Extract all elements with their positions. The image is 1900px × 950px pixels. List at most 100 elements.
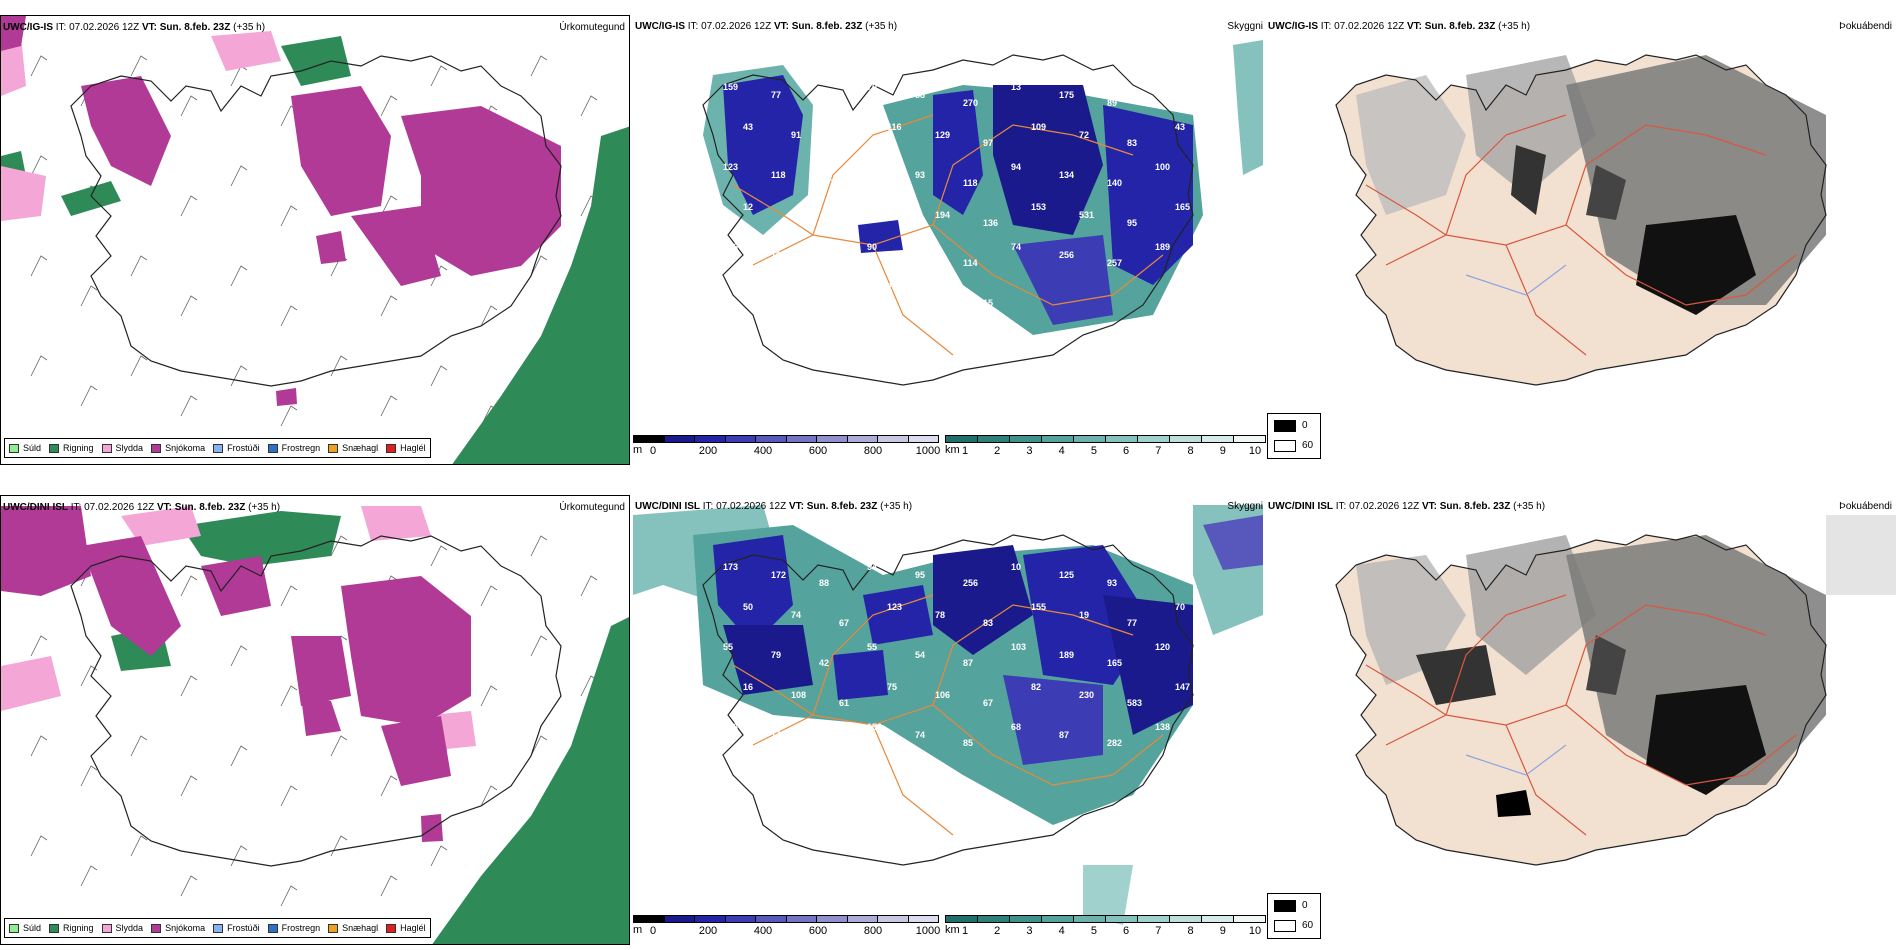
colorbar-tick: 800 bbox=[863, 925, 883, 937]
precip-legend: Súld Rigning Slydda Snjókoma Frostúði Frostre… bbox=[4, 438, 431, 458]
cloud-base-label: 100 bbox=[1155, 162, 1170, 172]
legend-swatch bbox=[213, 443, 224, 453]
legend-swatch bbox=[267, 923, 278, 933]
legend-swatch bbox=[151, 923, 162, 933]
cloud-base-label: 125 bbox=[1155, 562, 1170, 572]
colorbar-segment bbox=[1233, 435, 1266, 443]
fog-legend-swatch bbox=[1274, 920, 1296, 932]
colorbar-segment bbox=[945, 435, 978, 443]
colorbar-tick: 7 bbox=[1155, 925, 1162, 937]
colorbar-tick: 200 bbox=[698, 925, 718, 937]
colorbar-tick: 3 bbox=[1026, 445, 1033, 457]
cloud-base-label: 256 bbox=[963, 578, 978, 588]
cloud-base-label: 153 bbox=[1031, 202, 1046, 212]
colorbar-tick: 200 bbox=[698, 445, 718, 457]
colorbar-segment bbox=[1201, 435, 1234, 443]
colorbar-tick: 0 bbox=[649, 925, 657, 937]
colorbar-tick: 3 bbox=[1026, 925, 1033, 937]
colorbar-segment bbox=[877, 915, 909, 923]
cloud-base-label: 125 bbox=[1059, 570, 1074, 580]
legend-label: Súld bbox=[23, 443, 42, 453]
legend-label: Frostregn bbox=[281, 443, 321, 453]
precip-legend-item: Frostúði bbox=[213, 443, 260, 453]
colorbar-segment bbox=[633, 435, 665, 443]
cloud-base-label: 92 bbox=[839, 218, 849, 228]
colorbar-segment bbox=[1073, 435, 1106, 443]
colorbar-segment bbox=[755, 915, 787, 923]
colorbar-segment bbox=[945, 915, 978, 923]
colorbar-tick: 600 bbox=[808, 925, 828, 937]
colorbar-tick: 1000 bbox=[915, 445, 941, 457]
cloud-base-label: 74 bbox=[1011, 242, 1021, 252]
colorbar-tick: 600 bbox=[808, 445, 828, 457]
cloud-base-label: 257 bbox=[1107, 258, 1122, 268]
legend-swatch bbox=[267, 443, 278, 453]
colorbar-tick: 2 bbox=[994, 445, 1001, 457]
legend-swatch bbox=[101, 923, 112, 933]
legend-label: Snjókoma bbox=[165, 923, 206, 933]
colorbar-segment bbox=[1169, 435, 1202, 443]
row1-fog-panel: UWC/IG-IS IT: 07.02.2026 12Z VT: Sun. 8.… bbox=[1266, 15, 1896, 465]
colorbar-tick: 5 bbox=[1090, 925, 1097, 937]
cloud-base-label: 129 bbox=[935, 130, 950, 140]
legend-label: Frostúði bbox=[227, 443, 260, 453]
cloud-base-label: 134 bbox=[1059, 170, 1074, 180]
colorbar-segment bbox=[1105, 915, 1138, 923]
cloud-base-label: 256 bbox=[1059, 250, 1074, 260]
fog-legend-1: 0 60 bbox=[1267, 413, 1321, 459]
cloud-base-label: 43 bbox=[1175, 122, 1185, 132]
cloud-base-label: 155 bbox=[1031, 602, 1046, 612]
cloud-base-label: 152 bbox=[867, 722, 882, 732]
legend-label: Súld bbox=[23, 923, 42, 933]
cloud-base-label: 118 bbox=[771, 170, 786, 180]
cloud-base-label: 79 bbox=[771, 650, 781, 660]
colorbar-tick: 1 bbox=[961, 445, 969, 457]
cloud-base-label: 87 bbox=[1059, 730, 1069, 740]
panel-title: Skyggni bbox=[1227, 21, 1263, 32]
legend-label: Slydda bbox=[115, 443, 144, 453]
cloud-base-label: 583 bbox=[1127, 698, 1142, 708]
cloud-base-label: 159 bbox=[723, 82, 738, 92]
colorbar-segment bbox=[1009, 435, 1042, 443]
cloud-base-label: 230 bbox=[1079, 690, 1094, 700]
panel-header: UWC/IG-IS IT: 07.02.2026 12Z VT: Sun. 8.… bbox=[635, 21, 898, 32]
cloud-base-label: 108 bbox=[791, 690, 806, 700]
colorbar-segment bbox=[1137, 915, 1170, 923]
panel-title: Úrkomutegund bbox=[559, 502, 625, 513]
panel-header: UWC/IG-IS IT: 07.02.2026 12Z VT: Sun. 8.… bbox=[3, 22, 266, 33]
cloud-base-label: 173 bbox=[723, 562, 738, 572]
panel-title: Úrkomutegund bbox=[559, 22, 625, 33]
cloud-base-label: 106 bbox=[935, 690, 950, 700]
colorbar-tick: 4 bbox=[1058, 925, 1065, 937]
precip-legend-item: Súld bbox=[9, 443, 41, 453]
cloud-base-label: 16 bbox=[743, 682, 753, 692]
colorbar-segment bbox=[1009, 915, 1042, 923]
cloud-base-label: 67 bbox=[839, 618, 849, 628]
cloud-base-label: 91 bbox=[791, 130, 801, 140]
cloud-base-label: 123 bbox=[839, 138, 854, 148]
colorbar-segment bbox=[724, 435, 756, 443]
cloud-base-label: 147 bbox=[1175, 682, 1190, 692]
cloud-base-label: 82 bbox=[1031, 682, 1041, 692]
cloud-base-label: 111 bbox=[819, 258, 833, 268]
cloud-base-label: 138 bbox=[839, 298, 854, 308]
cloud-base-label: 136 bbox=[983, 218, 998, 228]
cloud-base-label: 138 bbox=[1155, 722, 1170, 732]
legend-swatch bbox=[386, 443, 397, 453]
legend-label: Frostúði bbox=[227, 923, 260, 933]
cloud-base-label: 147 bbox=[935, 290, 950, 300]
cloud-base-labels: 173 172 88 94 95 256 10 125 93 125 50 74 67 123 78 83 15… bbox=[723, 562, 1190, 788]
cloud-base-label: 103 bbox=[1011, 642, 1026, 652]
legend-label: Snæhagl bbox=[342, 923, 379, 933]
colorbar-tick: 6 bbox=[1123, 925, 1130, 937]
colorbar-segment bbox=[1105, 435, 1138, 443]
legend-swatch bbox=[9, 443, 19, 453]
precip-legend-item: Slydda bbox=[101, 923, 143, 933]
colorbar-tick: 8 bbox=[1187, 925, 1194, 937]
legend-swatch bbox=[151, 443, 162, 453]
precip-legend-item: Snæhagl bbox=[328, 923, 378, 933]
colorbar-segment bbox=[694, 435, 726, 443]
cloud-base-label: 143 bbox=[723, 722, 738, 732]
fog-legend-label: 0 bbox=[1302, 900, 1308, 911]
colorbar-segment bbox=[816, 435, 848, 443]
